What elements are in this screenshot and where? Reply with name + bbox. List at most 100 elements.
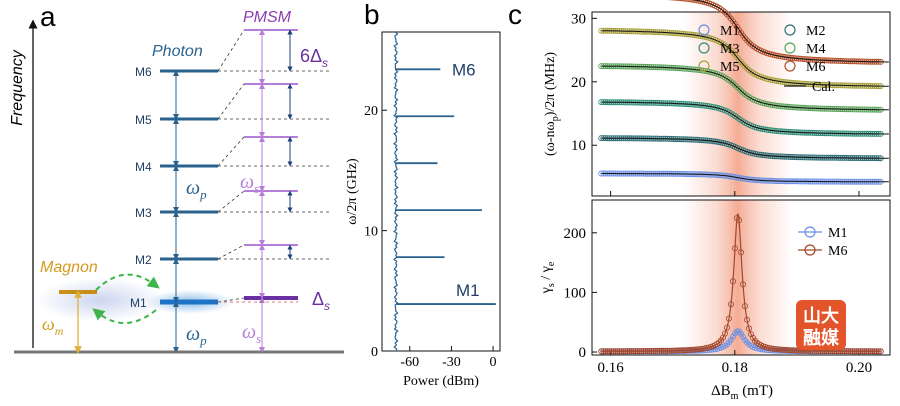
dispersion-ytick-label-1: 20: [571, 75, 586, 91]
spectrum-xlabel: Power (dBm): [403, 374, 479, 389]
linewidth-point-m6: [714, 340, 721, 347]
legend-label-m2: M2: [806, 24, 825, 39]
dispersion-point-m6: [744, 37, 751, 44]
dispersion-frame: [591, 11, 891, 197]
dispersion-point-m4: [736, 85, 743, 92]
legend-label-m3: M3: [720, 42, 739, 57]
connector-m2: [217, 244, 245, 260]
spectrum-ytick-label-1: 10: [364, 225, 378, 240]
legend-fit-label: Cal.: [812, 80, 835, 95]
dispersion-fit-m2: [601, 137, 889, 159]
frequency-axis-label: Frequency: [9, 49, 26, 126]
magnon-label: Magnon: [40, 259, 98, 276]
dispersion-point-m6: [684, 0, 690, 2]
linewidth-point-m1: [728, 336, 735, 343]
legend-marker-m5: [698, 60, 710, 72]
spectrum-xtick-label-1: -30: [442, 355, 461, 370]
omega-m-label: ωm: [42, 314, 64, 338]
legend-marker-m2: [784, 24, 796, 36]
spectrum-ytick-label-2: 20: [364, 104, 378, 119]
legend-label-m5: M5: [720, 60, 739, 75]
mode-label-m5: M5: [135, 113, 152, 127]
omega-p-label-upper: ωp: [186, 177, 207, 202]
dispersion-point-m6: [746, 39, 753, 46]
linewidth-xtick-label-0: 0.16: [598, 360, 625, 376]
dispersion-point-m5: [740, 61, 747, 68]
coupling-arrow-bottom: [92, 308, 157, 324]
dispersion-ylabel: (ω-nωp)/2π (MHz): [543, 52, 561, 156]
mode-label-m1: M1: [130, 296, 147, 310]
photon-label: Photon: [152, 43, 203, 60]
dispersion-point-m6: [678, 0, 684, 2]
spectrum-xtick-label-2: 0: [490, 355, 497, 370]
linewidth-ytick-label-2: 200: [564, 226, 587, 242]
dispersion-point-m5: [744, 65, 751, 72]
connector-m6: [217, 29, 245, 72]
spectrum-ytick-label-0: 0: [371, 345, 378, 360]
dispersion-point-m5: [724, 43, 731, 50]
linewidth-point-m6: [722, 330, 729, 337]
dispersion-point-m4: [732, 82, 739, 89]
watermark-line-1: 山大: [803, 305, 839, 326]
watermark-badge: [796, 300, 846, 350]
linewidth-point-m1: [744, 339, 751, 346]
legend-label-m6: M6: [806, 60, 825, 75]
linewidth-point-m1: [738, 330, 745, 337]
legend-marker-m1: [698, 24, 710, 36]
dispersion-point-m5: [746, 67, 753, 74]
linewidth-point-m6: [724, 324, 731, 331]
linewidth-xlabel: ΔBm (mT): [711, 383, 773, 402]
linewidth-xtick-label-2: 0.20: [846, 360, 872, 376]
linewidth-frame: [591, 199, 891, 356]
omega-s-label-lower: ωs: [242, 321, 261, 346]
dispersion-point-m6: [748, 41, 755, 48]
connector-m5: [217, 83, 245, 120]
linewidth-point-m1: [722, 342, 729, 349]
dispersion-point-m4: [742, 91, 749, 98]
legend-label-m1: M1: [720, 24, 739, 39]
dispersion-point-m4: [726, 77, 733, 84]
linewidth-point-m1: [730, 333, 737, 340]
dispersion-fit-m4: [601, 65, 889, 111]
dispersion-point-m5: [726, 45, 733, 52]
linewidth-legend-label-m6: M6: [828, 244, 847, 259]
linewidth-point-m6: [746, 325, 753, 332]
dispersion-point-m6: [682, 0, 688, 2]
dispersion-point-m6: [720, 7, 727, 14]
linewidth-point-m6: [752, 337, 759, 344]
spectrum-frame: [381, 31, 501, 352]
omega-p-label-lower: ωp: [186, 323, 207, 348]
linewidth-legend-label-m1: M1: [828, 226, 847, 241]
dispersion-fit-m1: [601, 173, 889, 183]
pmsm-label: PMSM: [243, 9, 292, 26]
mode-label-m4: M4: [135, 160, 152, 174]
linewidth-point-m6: [716, 339, 723, 346]
dispersion-point-m4: [730, 80, 737, 87]
linewidth-ylabel: γs / γe: [539, 261, 557, 294]
panel-b-label: b: [364, 0, 380, 30]
linewidth-legend-marker-m1: [804, 226, 816, 238]
omega-s-label-upper: ωs: [240, 171, 259, 196]
dispersion-point-m5: [742, 63, 749, 70]
connector-m1: [217, 297, 245, 303]
watermark-logo: 山大 融媒: [796, 300, 846, 350]
dispersion-ytick-label-0: 10: [571, 138, 586, 154]
dispersion-point-m4: [740, 89, 747, 96]
dispersion-fit-m3: [601, 101, 889, 135]
legend-marker-m3: [698, 42, 710, 54]
linewidth-point-m1: [724, 341, 731, 348]
dispersion-point-m6: [686, 0, 692, 3]
spectrum-noise-floor: [393, 31, 399, 352]
dispersion-fit-m6: [691, 0, 889, 63]
six-delta-label: 6Δs: [300, 46, 328, 70]
dispersion-fit-m5: [601, 30, 889, 87]
dispersion-point-m6: [722, 9, 729, 16]
mode-label-m3: M3: [135, 206, 152, 220]
dispersion-point-m4: [734, 84, 741, 91]
dispersion-point-m6: [676, 0, 682, 1]
legend-marker-m4: [784, 42, 796, 54]
spectrum-ylabel: ω/2π (GHz): [345, 158, 360, 225]
dispersion-ytick-label-2: 30: [571, 11, 586, 27]
linewidth-point-m1: [740, 333, 747, 340]
linewidth-curve-m6: [601, 213, 881, 352]
